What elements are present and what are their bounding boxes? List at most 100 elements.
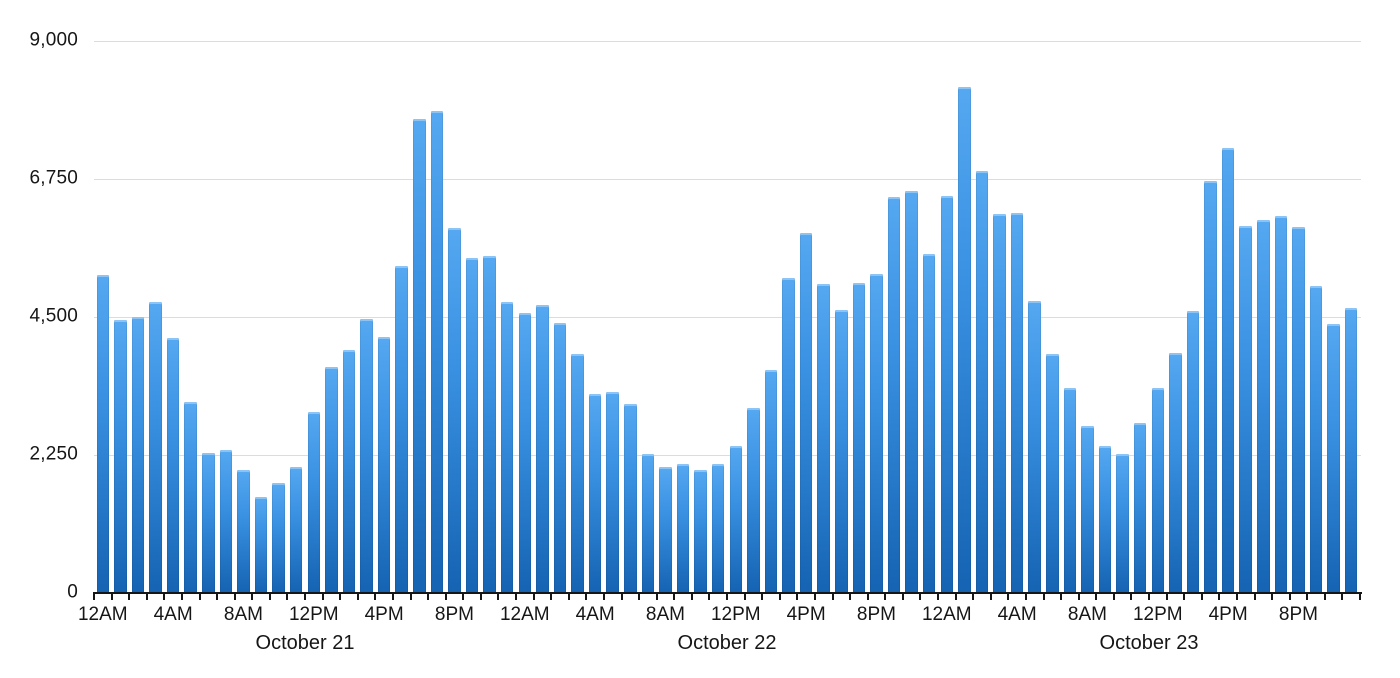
bar-october-23-7pm[interactable] (1274, 216, 1288, 593)
bar-october-23-11pm[interactable] (1344, 307, 1358, 593)
bar-october-21-9pm[interactable] (465, 258, 479, 593)
bar-october-21-10pm[interactable] (483, 255, 496, 593)
bar-october-23-4pm[interactable] (1221, 148, 1235, 593)
x-axis-tick (1288, 594, 1291, 600)
bar-october-23-4am[interactable] (1010, 212, 1024, 593)
bar-october-23-1am[interactable] (958, 87, 971, 593)
bar-october-22-7am[interactable] (641, 453, 655, 593)
x-axis-hour-label: 4AM (575, 604, 615, 625)
x-axis-tick (1165, 594, 1168, 600)
bar-october-22-5pm[interactable] (817, 283, 830, 593)
bar-october-22-9am[interactable] (676, 463, 690, 593)
bar-october-23-3am[interactable] (993, 213, 1006, 593)
x-axis-tick (515, 594, 517, 600)
x-axis-tick (374, 594, 377, 600)
bar-october-23-5am[interactable] (1028, 301, 1041, 593)
x-axis-day-label: October 21 (255, 632, 355, 654)
bar-october-21-1am[interactable] (114, 320, 127, 593)
bar-october-22-12pm[interactable] (729, 445, 743, 593)
y-axis-tick-label: 6,750 (29, 167, 78, 189)
gridline-9000 (94, 40, 1361, 42)
bar-october-22-11pm[interactable] (922, 253, 936, 593)
bar-october-23-11am[interactable] (1133, 422, 1147, 593)
bar-october-21-7pm[interactable] (430, 110, 444, 593)
x-axis-tick (849, 594, 852, 600)
bar-october-22-10pm[interactable] (905, 191, 918, 593)
gridline-6750 (94, 178, 1361, 180)
bar-october-22-6am[interactable] (624, 404, 637, 593)
bar-october-22-1pm[interactable] (747, 408, 760, 593)
bar-october-21-6am[interactable] (202, 453, 215, 593)
bar-october-21-2am[interactable] (131, 317, 145, 593)
x-axis-tick (638, 594, 641, 600)
x-axis-tick (128, 594, 131, 600)
bar-october-23-6am[interactable] (1046, 354, 1059, 593)
bar-october-23-12pm[interactable] (1151, 388, 1165, 593)
bar-october-22-10am[interactable] (694, 470, 707, 593)
bar-october-23-10pm[interactable] (1327, 323, 1340, 593)
bar-october-21-4pm[interactable] (377, 337, 391, 593)
bar-october-21-5am[interactable] (184, 402, 197, 593)
bar-october-23-12am[interactable] (940, 196, 954, 593)
bar-october-22-1am[interactable] (536, 304, 549, 593)
x-axis-tick (1060, 594, 1063, 600)
bar-october-21-3pm[interactable] (360, 318, 373, 593)
x-axis-tick (1253, 594, 1256, 600)
x-axis-tick (145, 594, 148, 600)
bar-october-22-2am[interactable] (553, 322, 567, 593)
bar-october-23-8am[interactable] (1081, 426, 1094, 593)
x-axis-tick (1183, 594, 1186, 600)
x-axis-hour-label: 12AM (921, 604, 972, 625)
x-axis-tick (866, 594, 869, 600)
bar-october-21-6pm[interactable] (413, 118, 426, 593)
x-axis-tick (954, 594, 957, 600)
bar-october-23-7am[interactable] (1063, 387, 1077, 593)
bar-october-23-2am[interactable] (975, 171, 989, 593)
bar-october-21-12pm[interactable] (307, 412, 321, 593)
y-axis-tick-label: 0 (67, 581, 78, 603)
bar-october-22-11am[interactable] (711, 464, 725, 593)
bar-october-23-2pm[interactable] (1186, 311, 1200, 593)
x-axis-tick (339, 594, 342, 600)
bar-october-22-2pm[interactable] (764, 370, 778, 593)
bar-october-21-5pm[interactable] (395, 266, 408, 593)
bar-october-21-8pm[interactable] (448, 228, 461, 593)
bar-october-21-8am[interactable] (237, 470, 250, 593)
bar-october-22-3pm[interactable] (782, 277, 795, 593)
bar-october-23-9am[interactable] (1098, 446, 1112, 593)
bar-october-23-6pm[interactable] (1257, 220, 1270, 593)
bar-october-21-2pm[interactable] (342, 350, 356, 593)
bar-october-21-11pm[interactable] (500, 302, 514, 593)
x-axis-hour-label: 8PM (1278, 604, 1318, 625)
gridline-2250 (94, 454, 1361, 456)
bar-october-22-8pm[interactable] (870, 274, 883, 593)
bar-october-23-8pm[interactable] (1292, 227, 1305, 593)
bar-october-23-9pm[interactable] (1309, 285, 1323, 593)
bar-october-22-5am[interactable] (606, 391, 619, 593)
bar-october-21-9am[interactable] (254, 496, 268, 593)
x-axis-tick (1007, 594, 1010, 600)
bar-october-21-12am[interactable] (96, 274, 110, 593)
x-axis-tick (444, 594, 447, 600)
bar-october-22-3am[interactable] (571, 354, 584, 593)
x-axis-line (93, 592, 1362, 594)
bar-october-22-4pm[interactable] (799, 232, 813, 593)
bar-october-22-4am[interactable] (588, 394, 602, 593)
bar-october-21-1pm[interactable] (325, 367, 338, 593)
bar-october-22-6pm[interactable] (835, 309, 848, 593)
bar-october-21-11am[interactable] (289, 467, 303, 593)
x-axis-tick (831, 594, 834, 600)
bar-october-22-8am[interactable] (659, 466, 672, 593)
bar-october-21-3am[interactable] (149, 301, 162, 593)
bar-october-23-5pm[interactable] (1239, 226, 1252, 593)
bar-october-23-1pm[interactable] (1169, 353, 1182, 593)
bar-october-23-3pm[interactable] (1204, 180, 1217, 593)
bar-october-22-12am[interactable] (518, 313, 532, 593)
bar-october-21-10am[interactable] (272, 483, 285, 593)
bar-october-22-9pm[interactable] (887, 196, 901, 593)
bar-october-21-7am[interactable] (219, 450, 233, 593)
bar-october-23-10am[interactable] (1116, 454, 1129, 593)
bar-october-22-7pm[interactable] (852, 282, 866, 593)
bar-october-21-4am[interactable] (166, 337, 180, 593)
